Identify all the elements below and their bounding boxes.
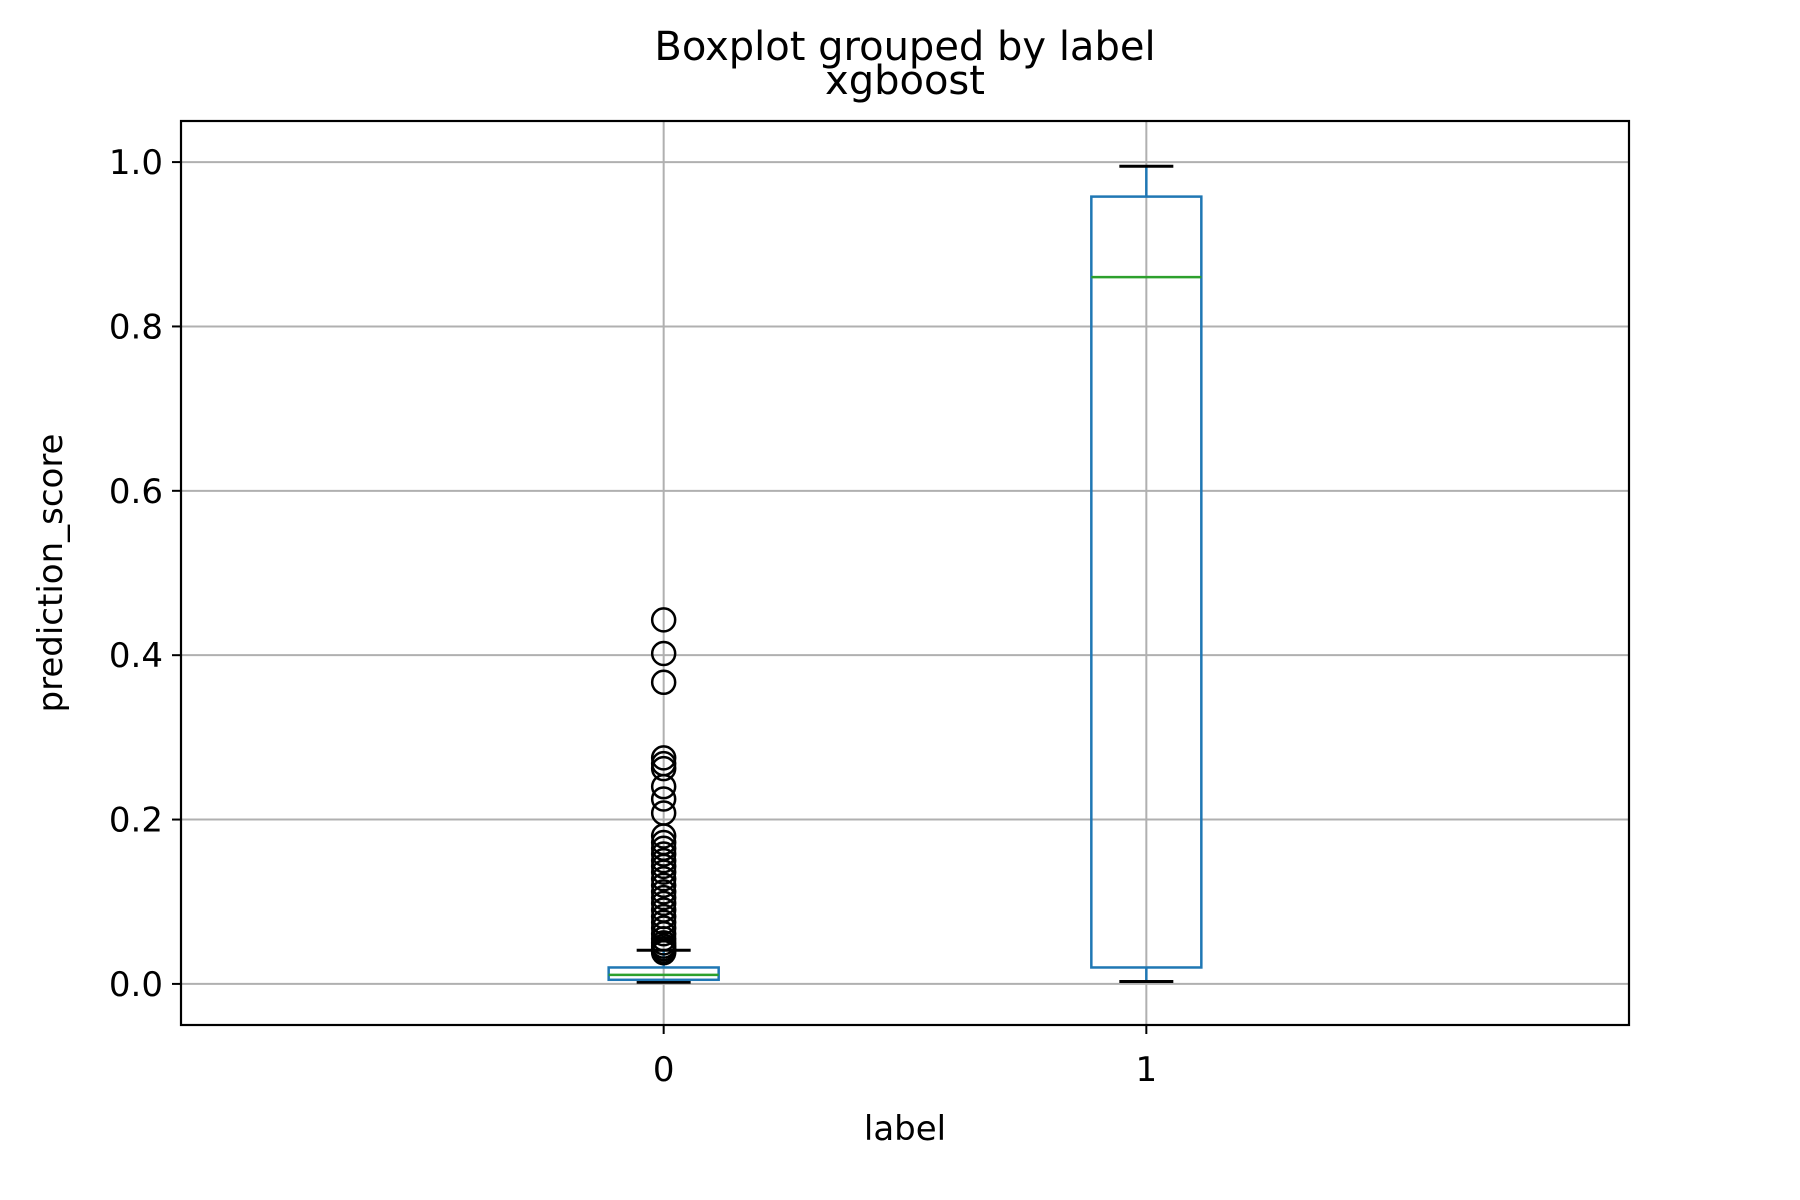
box-group-0 <box>607 607 720 984</box>
outlier-point <box>650 607 677 633</box>
outlier-point <box>650 879 677 905</box>
outlier-point <box>650 669 677 696</box>
box-group-1 <box>1090 164 1203 983</box>
y-axis-label: prediction_score <box>31 434 71 713</box>
outlier-point <box>650 755 677 782</box>
outlier-point <box>650 890 677 917</box>
x-tick-label: 1 <box>1136 1050 1158 1090</box>
y-tick-label: 1.0 <box>109 143 163 183</box>
y-tick-label: 0.2 <box>109 801 163 841</box>
box-layer <box>607 164 1203 984</box>
axes-frame <box>179 119 1631 1027</box>
chart-title: xgboost <box>825 58 985 104</box>
outlier-point <box>650 865 677 892</box>
outlier-point <box>650 872 677 899</box>
outlier-point <box>650 640 677 667</box>
outlier-point <box>650 823 677 849</box>
outlier-point <box>650 786 677 812</box>
y-tick-label: 0.6 <box>109 472 163 512</box>
outlier-point <box>650 841 677 867</box>
tick-layer: 0.0 0.2 0.4 0.6 0.8 1.0 0 1 <box>109 143 1157 1090</box>
x-axis-label: label <box>864 1109 946 1149</box>
outlier-point <box>650 745 677 771</box>
outlier-point <box>650 847 677 874</box>
x-tick-label: 0 <box>653 1050 675 1090</box>
outlier-point <box>650 853 677 880</box>
y-tick-label: 0.8 <box>109 307 163 347</box>
outlier-point <box>650 939 677 966</box>
grid-layer <box>181 121 1629 1025</box>
chart-suptitle: Boxplot grouped by label <box>654 24 1155 70</box>
outlier-point <box>650 884 677 911</box>
y-tick-label: 0.4 <box>109 636 163 676</box>
iqr-box <box>1090 195 1203 969</box>
outlier-point <box>650 773 677 800</box>
outlier-point <box>650 859 677 885</box>
y-tick-label: 0.0 <box>109 965 163 1005</box>
